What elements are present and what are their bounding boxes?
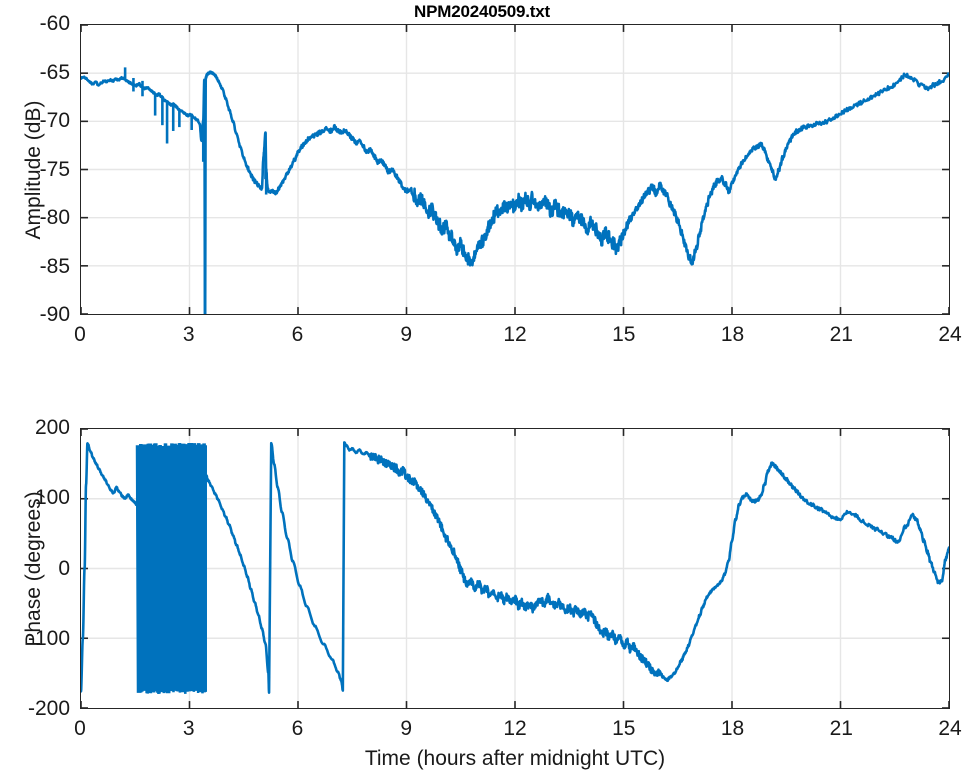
amplitude-ytick--90: -90 bbox=[39, 303, 70, 326]
amplitude-ytick--85: -85 bbox=[39, 254, 70, 278]
phase-plot-area bbox=[81, 429, 949, 708]
phase-xtick-6: 6 bbox=[291, 717, 304, 740]
phase-axes bbox=[80, 428, 950, 709]
amplitude-ytick--75: -75 bbox=[39, 157, 70, 181]
amplitude-xtick-18: 18 bbox=[720, 323, 745, 346]
amplitude-y-axis-label: Amplitude (dB) bbox=[22, 100, 45, 239]
amplitude-artifact-spikes bbox=[123, 67, 268, 314]
phase-ytick-0: 0 bbox=[58, 556, 70, 580]
data-line-amplitude bbox=[81, 70, 949, 314]
tick-marks bbox=[81, 25, 949, 314]
data-line-phase bbox=[81, 441, 949, 694]
phase-xtick-3: 3 bbox=[182, 717, 195, 740]
phase-wrap-oscillation-band bbox=[135, 442, 207, 694]
amplitude-xtick-9: 9 bbox=[400, 323, 413, 346]
amplitude-xtick-21: 21 bbox=[829, 323, 853, 346]
phase-y-axis-label: Phase (degrees) bbox=[22, 490, 45, 647]
phase-xtick-0: 0 bbox=[74, 717, 86, 740]
phase-ytick--200: -200 bbox=[27, 697, 70, 720]
phase-x-axis-label: Time (hours after midnight UTC) bbox=[364, 747, 666, 770]
grid-lines bbox=[81, 429, 949, 708]
phase-xtick-9: 9 bbox=[400, 717, 413, 740]
phase-ytick-200: 200 bbox=[34, 416, 70, 439]
amplitude-xtick-0: 0 bbox=[74, 323, 86, 346]
phase-ytick--100: -100 bbox=[27, 626, 70, 650]
phase-xtick-21: 21 bbox=[829, 717, 853, 740]
phase-xtick-12: 12 bbox=[503, 717, 527, 740]
phase-ytick-100: 100 bbox=[34, 486, 70, 510]
amplitude-ytick--65: -65 bbox=[39, 60, 70, 84]
figure-title: NPM20240509.txt bbox=[414, 2, 550, 21]
amplitude-ytick--70: -70 bbox=[39, 109, 70, 132]
amplitude-xtick-24: 24 bbox=[938, 323, 962, 346]
grid-lines bbox=[81, 25, 949, 314]
amplitude-xtick-15: 15 bbox=[612, 323, 636, 346]
amplitude-ytick--80: -80 bbox=[39, 206, 70, 229]
phase-xtick-18: 18 bbox=[720, 717, 745, 740]
phase-xtick-24: 24 bbox=[938, 717, 962, 740]
amplitude-plot-area bbox=[81, 25, 949, 314]
amplitude-axes bbox=[80, 24, 950, 315]
phase-xtick-15: 15 bbox=[612, 717, 636, 740]
amplitude-xtick-6: 6 bbox=[291, 323, 304, 346]
tick-marks bbox=[81, 429, 949, 708]
amplitude-ytick--60: -60 bbox=[39, 12, 70, 35]
amplitude-xtick-12: 12 bbox=[503, 323, 527, 346]
amplitude-xtick-3: 3 bbox=[182, 323, 195, 346]
